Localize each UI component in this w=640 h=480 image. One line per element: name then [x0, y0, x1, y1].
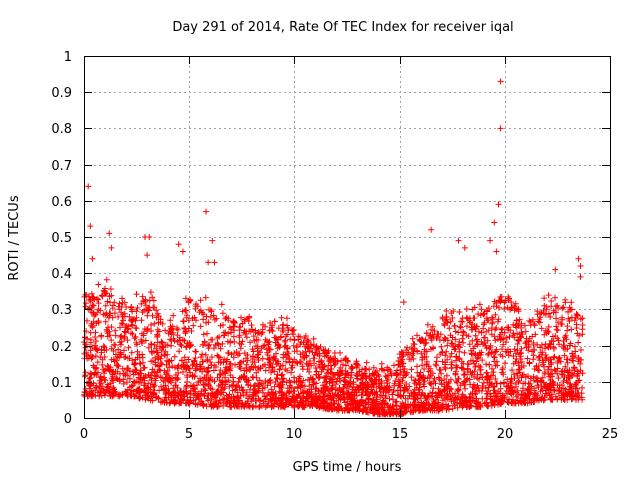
outlier-point	[495, 201, 502, 208]
tick-labels: 00.10.20.30.40.50.60.70.80.910 5 10 15 20 25	[51, 50, 618, 442]
outlier-point	[211, 259, 218, 266]
y-tick-label: 0	[64, 412, 72, 427]
outlier-point	[106, 230, 113, 237]
y-tick-label: 0.7	[51, 159, 72, 174]
outlier-point	[146, 234, 153, 240]
outlier-point	[575, 255, 582, 262]
x-tick-label: 25	[602, 427, 619, 442]
outlier-point	[577, 262, 584, 269]
outlier-point	[85, 183, 92, 190]
outlier-point	[400, 299, 407, 306]
outlier-point	[493, 248, 500, 255]
outlier-point	[455, 237, 462, 244]
outlier-point	[87, 223, 94, 230]
x-tick-label: 20	[497, 427, 514, 442]
y-tick-label: 0.3	[51, 303, 72, 318]
x-tick-label: 0	[80, 427, 88, 442]
outlier-point	[497, 125, 504, 132]
outlier-point	[144, 252, 151, 259]
outlier-point	[497, 78, 504, 85]
y-tick-label: 0.4	[51, 267, 72, 282]
outlier-point	[175, 241, 182, 248]
y-axis-label: ROTI / TECUs	[7, 195, 22, 280]
x-tick-label: 15	[392, 427, 409, 442]
outlier-point	[179, 248, 186, 255]
y-tick-label: 0.6	[51, 195, 72, 210]
outlier-point	[491, 219, 498, 226]
outlier-point	[577, 273, 584, 280]
outlier-point	[461, 244, 468, 251]
y-tick-label: 0.2	[51, 340, 72, 355]
outlier-point	[89, 255, 96, 262]
plot-frame	[84, 56, 611, 419]
outlier-point	[108, 244, 115, 251]
y-tick-label: 0.9	[51, 86, 72, 101]
outlier-point	[205, 259, 212, 266]
outlier-point	[203, 208, 210, 215]
chart-title: Day 291 of 2014, Rate Of TEC Index for r…	[172, 20, 513, 35]
scatter-points-bulk	[81, 276, 586, 418]
outlier-point	[209, 237, 216, 244]
outlier-point	[552, 266, 559, 273]
y-tick-label: 1	[64, 50, 72, 65]
y-tick-label: 0.5	[51, 231, 72, 246]
y-tick-label: 0.1	[51, 376, 72, 391]
data-points	[81, 78, 586, 418]
x-axis-label: GPS time / hours	[293, 460, 402, 475]
x-tick-label: 5	[185, 427, 193, 442]
x-tick-label: 10	[286, 427, 303, 442]
y-tick-label: 0.8	[51, 122, 72, 137]
outlier-point	[487, 237, 494, 244]
outlier-point	[428, 226, 435, 233]
